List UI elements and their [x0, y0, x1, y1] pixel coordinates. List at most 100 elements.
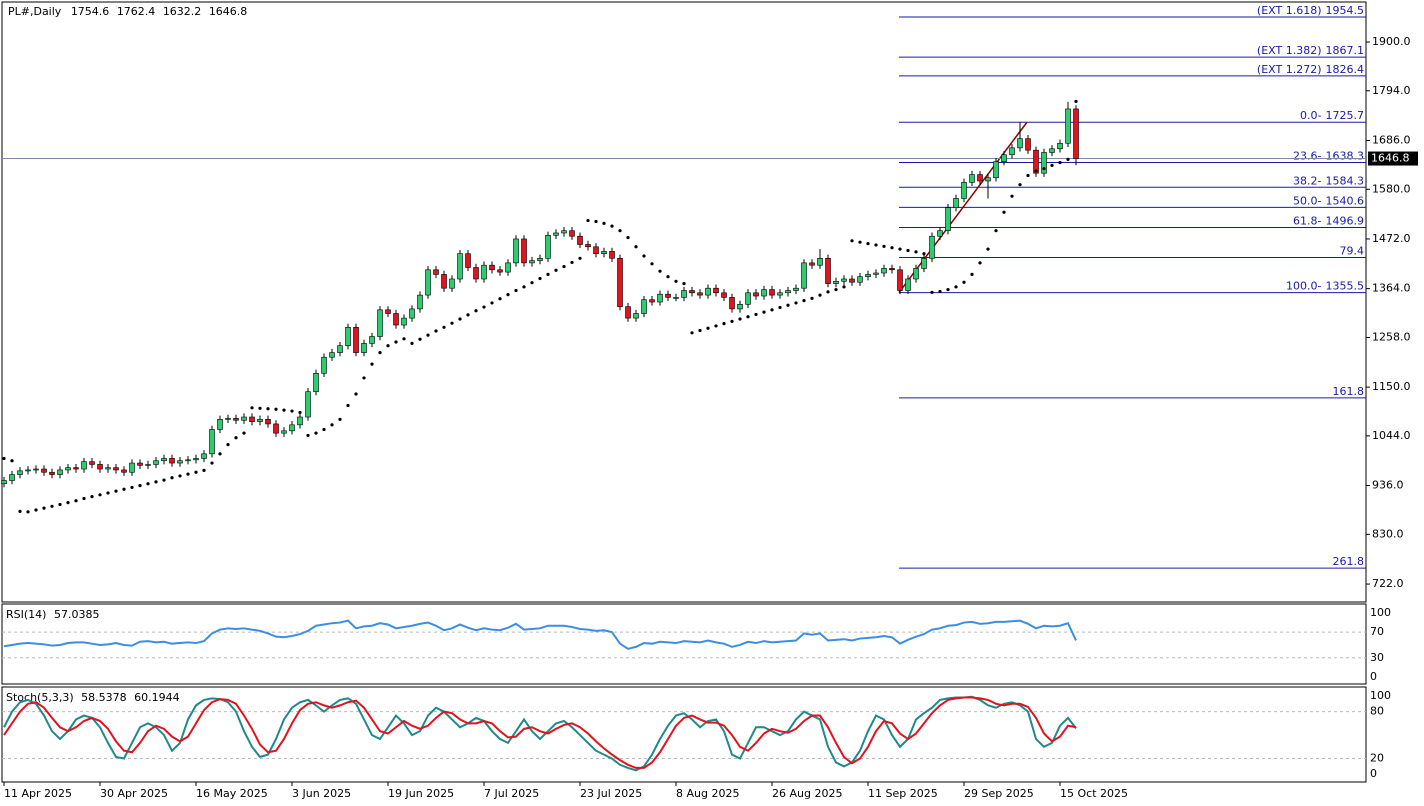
fib-level: 161.8: [1333, 385, 1365, 398]
rsi-header: RSI(14) 57.0385: [6, 608, 99, 621]
sar-dot: [90, 495, 94, 499]
sar-dot: [730, 319, 734, 323]
candle-body: [569, 230, 575, 237]
candle-body: [881, 268, 887, 274]
candle-body: [961, 182, 967, 199]
fib-level: 61.8-: [1293, 215, 1321, 228]
candle-body: [913, 268, 919, 280]
candle-body: [793, 287, 799, 291]
candle-body: [497, 269, 503, 273]
candle-body: [225, 418, 231, 420]
fib-value: 1584.3: [1326, 174, 1365, 187]
candle-body: [761, 289, 767, 297]
candle-body: [473, 267, 479, 280]
candle-body: [649, 299, 655, 303]
candle-body: [657, 293, 663, 303]
sar-dot: [2, 456, 6, 461]
sar-dot: [394, 340, 398, 344]
sar-dot: [714, 324, 718, 328]
candle-body: [889, 268, 895, 271]
sar-dot: [802, 299, 806, 303]
sar-dot: [378, 351, 382, 355]
osc-tick-label: 100: [1370, 606, 1391, 619]
sar-dot: [186, 472, 190, 476]
candle-body: [433, 269, 439, 275]
sar-dot: [914, 250, 918, 254]
sar-dot: [618, 229, 622, 233]
sar-dot: [274, 407, 278, 411]
sar-dot: [786, 303, 790, 307]
sar-dot: [170, 476, 174, 480]
fib-value: 1826.4: [1326, 63, 1365, 76]
candle-body: [345, 327, 351, 347]
fib-label: 38.2- 1584.3: [1293, 174, 1364, 187]
high: 1762.4: [117, 5, 156, 18]
sar-dot: [18, 509, 22, 513]
sar-dot: [482, 305, 486, 309]
candle-body: [169, 458, 175, 464]
y-tick-label: 722.0: [1372, 577, 1404, 590]
sar-dot: [146, 482, 150, 486]
sar-dot: [722, 322, 726, 326]
sar-dot: [122, 487, 126, 491]
candle-body: [201, 453, 207, 459]
sar-dot: [898, 247, 902, 251]
candle-body: [929, 235, 935, 259]
fib-level: (EXT 1.618): [1257, 4, 1322, 17]
y-tick-label: 936.0: [1372, 479, 1404, 492]
sar-dot: [498, 297, 502, 301]
sar-dot: [890, 246, 894, 250]
fib-label: 23.6- 1638.3: [1293, 149, 1364, 162]
candle-body: [97, 464, 103, 470]
candle-body: [777, 292, 783, 296]
sar-dot: [946, 287, 950, 292]
sar-dot: [226, 443, 230, 447]
x-tick-label: 30 Apr 2025: [100, 787, 168, 800]
candle-body: [609, 251, 615, 259]
osc-line: [3, 696, 1077, 769]
fib-level: (EXT 1.382): [1257, 44, 1322, 57]
sar-dot: [370, 362, 374, 366]
candle-body: [137, 462, 143, 466]
sar-dot: [586, 218, 590, 223]
candle-body: [1073, 108, 1079, 159]
x-tick-label: 16 May 2025: [196, 787, 268, 800]
x-tick-label: 23 Jul 2025: [580, 787, 642, 800]
sar-dot: [1026, 173, 1030, 178]
x-tick-label: 8 Aug 2025: [676, 787, 739, 800]
candle-body: [73, 467, 79, 470]
sar-dot: [58, 502, 62, 507]
sar-dot: [666, 275, 670, 279]
candle-body: [89, 461, 95, 465]
candle-body: [353, 327, 359, 353]
candle-body: [1001, 154, 1007, 162]
stoch-main-last: 58.5378: [81, 691, 127, 704]
candle-body: [281, 430, 287, 434]
sar-dot: [138, 483, 142, 488]
close: 1646.8: [209, 5, 248, 18]
sar-dot: [450, 321, 454, 325]
candle-body: [857, 276, 863, 283]
fib-level: 38.2-: [1293, 174, 1321, 187]
candle-body: [449, 278, 455, 289]
candle-body: [801, 262, 807, 289]
sar-dot: [130, 485, 134, 490]
sar-dot: [794, 301, 798, 305]
x-tick-label: 15 Oct 2025: [1060, 787, 1128, 800]
candle-body: [753, 292, 759, 297]
sar-dot: [194, 470, 198, 474]
sar-dot: [354, 392, 358, 396]
sar-dot: [42, 506, 46, 510]
candle-body: [305, 391, 311, 418]
candle-body: [945, 207, 951, 231]
sar-dot: [970, 272, 974, 276]
sar-dot: [514, 288, 518, 293]
sar-dot: [434, 329, 438, 333]
low: 1632.2: [163, 5, 202, 18]
fib-label: 0.0- 1725.7: [1300, 109, 1364, 122]
fib-value: 1954.5: [1326, 4, 1365, 17]
candle-body: [1017, 138, 1023, 149]
sar-dot: [402, 337, 406, 341]
candle-body: [553, 232, 559, 236]
sar-dot: [858, 240, 862, 244]
